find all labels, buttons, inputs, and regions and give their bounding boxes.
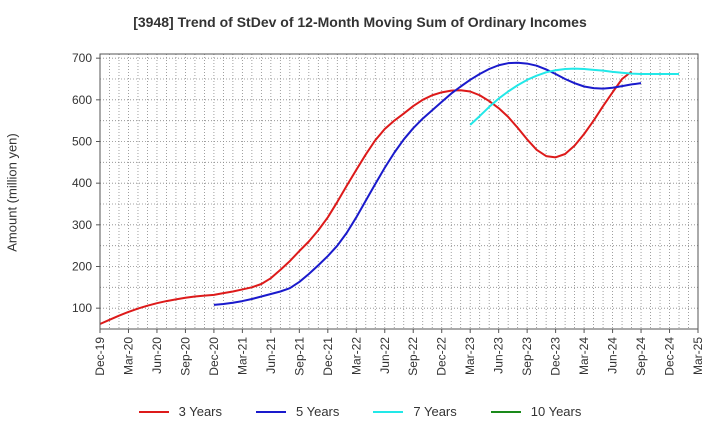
legend-item-7-years: 7 Years <box>373 404 457 419</box>
x-tick-label: Jun-20 <box>150 337 164 374</box>
legend-swatch <box>138 410 169 413</box>
x-tick-label: Dec-22 <box>435 337 449 376</box>
x-tick-label: Mar-20 <box>121 337 135 375</box>
x-tick-label: Jun-24 <box>606 337 620 374</box>
legend-item-5-years: 5 Years <box>256 404 339 419</box>
legend-item-3-years: 3 Years <box>138 404 222 419</box>
x-tick-label: Jun-22 <box>378 337 392 374</box>
legend: 3 Years 5 Years 7 Years 10 Years <box>0 404 720 419</box>
x-tick-label: Jun-21 <box>264 337 278 374</box>
y-tick-label: 100 <box>72 301 92 315</box>
series-line-3-years <box>99 70 633 325</box>
chart-title: [3948] Trend of StDev of 12-Month Moving… <box>133 14 587 30</box>
x-tick-label: Jun-23 <box>492 337 506 374</box>
legend-swatch <box>373 410 404 413</box>
x-tick-label: Dec-21 <box>321 337 335 376</box>
y-tick-label: 500 <box>72 135 92 149</box>
series-line-5-years <box>213 61 642 306</box>
y-tick-label: 200 <box>72 260 92 274</box>
legend-label: 10 Years <box>530 404 582 419</box>
x-tick-label: Dec-19 <box>93 337 107 376</box>
legend-swatch <box>490 410 521 413</box>
x-tick-label: Mar-21 <box>235 337 249 375</box>
x-tick-label: Sep-20 <box>178 337 192 376</box>
x-tick-label: Sep-22 <box>406 337 420 376</box>
y-tick-label: 700 <box>72 51 92 65</box>
legend-swatch <box>256 410 286 413</box>
x-tick-label: Mar-22 <box>349 337 363 375</box>
x-tick-label: Dec-24 <box>663 337 677 376</box>
x-tick-label: Mar-23 <box>463 337 477 375</box>
plot-border <box>99 53 699 330</box>
x-tick-label: Sep-23 <box>520 337 534 376</box>
legend-label: 5 Years <box>296 404 340 419</box>
x-tick-label: Dec-23 <box>549 337 563 376</box>
y-tick-label: 300 <box>72 218 92 232</box>
x-tick-label: Mar-25 <box>691 337 705 375</box>
x-tick-label: Sep-21 <box>292 337 306 376</box>
legend-item-10-years: 10 Years <box>490 404 582 419</box>
x-tick-label: Dec-20 <box>207 337 221 376</box>
series-line-7-years <box>469 67 680 126</box>
y-tick-label: 400 <box>72 176 92 190</box>
x-tick-label: Sep-24 <box>634 337 648 376</box>
legend-label: 3 Years <box>178 404 222 419</box>
legend-label: 7 Years <box>413 404 457 419</box>
y-tick-label: 600 <box>72 93 92 107</box>
x-tick-label: Mar-24 <box>577 337 591 375</box>
plot-background <box>100 54 698 329</box>
